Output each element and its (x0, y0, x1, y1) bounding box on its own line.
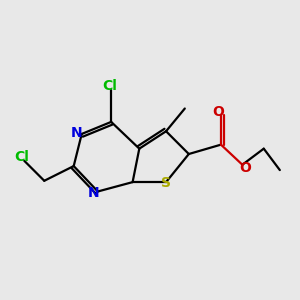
Text: S: S (161, 176, 171, 190)
Text: N: N (71, 126, 83, 140)
Text: N: N (88, 186, 100, 200)
Text: O: O (212, 105, 224, 119)
Text: Cl: Cl (14, 151, 29, 164)
Text: Cl: Cl (102, 79, 117, 93)
Text: O: O (240, 161, 251, 175)
